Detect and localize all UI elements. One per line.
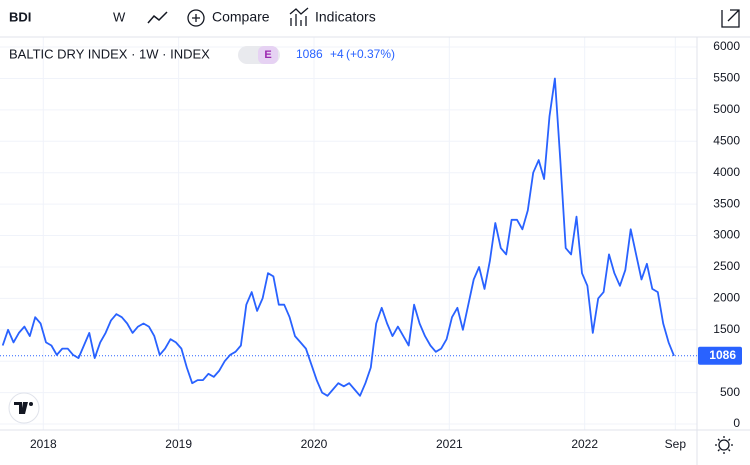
y-tick-label: 1500 bbox=[713, 322, 740, 336]
y-tick-label: 3500 bbox=[713, 196, 740, 210]
indicators-icon[interactable] bbox=[289, 7, 309, 26]
y-tick-label: 2000 bbox=[713, 291, 740, 305]
chart-type-icon[interactable] bbox=[147, 11, 168, 24]
compare-icon-plus bbox=[192, 14, 200, 22]
y-tick-label: 5000 bbox=[713, 102, 740, 116]
x-tick-label: 2019 bbox=[165, 437, 192, 451]
y-tick-label: 4500 bbox=[713, 133, 740, 147]
last-price-label: 1086 bbox=[709, 348, 736, 362]
y-tick-label: 5500 bbox=[713, 71, 740, 85]
x-tick-label: 2022 bbox=[571, 437, 598, 451]
x-tick-label: 2021 bbox=[436, 437, 463, 451]
y-tick-label: 2500 bbox=[713, 259, 740, 273]
y-tick-label: 4000 bbox=[713, 165, 740, 179]
badge-bg bbox=[258, 46, 278, 64]
last-price-box bbox=[698, 346, 742, 365]
change: +4 bbox=[330, 47, 344, 61]
change-pct: (+0.37%) bbox=[346, 47, 395, 61]
symbol[interactable]: BDI bbox=[9, 9, 31, 24]
price-line bbox=[1, 77, 675, 397]
y-tick-label: 3000 bbox=[713, 228, 740, 242]
legend-title: BALTIC DRY INDEX · 1W · INDEX bbox=[9, 46, 210, 61]
x-tick-label: Sep bbox=[665, 437, 687, 451]
settings-icon[interactable] bbox=[715, 436, 733, 454]
interval[interactable]: W bbox=[113, 9, 126, 24]
x-tick-label: 2018 bbox=[30, 437, 57, 451]
badge[interactable]: E bbox=[264, 49, 271, 61]
tv-logo[interactable] bbox=[8, 392, 40, 424]
compare-button[interactable]: Compare bbox=[212, 9, 270, 25]
grid bbox=[0, 37, 697, 430]
compare-icon[interactable] bbox=[187, 9, 205, 27]
last-value: 1086 bbox=[296, 47, 323, 61]
y-tick-label: 500 bbox=[720, 385, 740, 399]
y-tick-label: 0 bbox=[733, 416, 740, 430]
snapshot-icon[interactable] bbox=[721, 9, 740, 28]
x-tick-label: 2020 bbox=[301, 437, 328, 451]
indicators-button[interactable]: Indicators bbox=[315, 9, 376, 25]
y-tick-label: 6000 bbox=[713, 39, 740, 53]
marks bbox=[0, 77, 697, 397]
